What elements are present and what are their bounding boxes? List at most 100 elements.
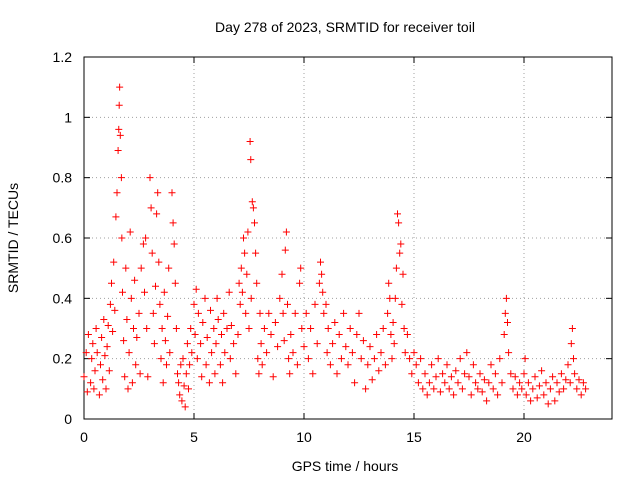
data-point (428, 361, 436, 369)
data-point (101, 352, 109, 360)
data-point (357, 355, 365, 363)
data-point (505, 349, 513, 357)
data-point (92, 325, 100, 332)
data-point (197, 340, 205, 348)
data-point (159, 379, 167, 387)
data-point (108, 279, 115, 287)
data-point (161, 337, 169, 345)
data-point (329, 340, 337, 348)
y-tick-label: 0 (64, 411, 72, 427)
data-point (182, 370, 190, 378)
data-point (309, 370, 317, 378)
data-point (384, 309, 392, 317)
data-point (522, 391, 530, 399)
data-point (110, 258, 118, 266)
data-point (476, 370, 484, 378)
data-point (533, 394, 541, 402)
data-point (137, 264, 145, 272)
data-point (575, 376, 583, 384)
data-point (281, 246, 289, 254)
data-point (267, 331, 275, 339)
data-point (502, 294, 510, 302)
data-point (232, 370, 240, 378)
data-point (160, 288, 168, 296)
data-point (238, 288, 246, 296)
grid-lines (84, 57, 612, 419)
data-point (219, 379, 227, 387)
data-point (83, 388, 91, 396)
data-point (494, 391, 502, 399)
data-point (392, 264, 400, 272)
data-point (127, 294, 135, 302)
x-tick-label: 10 (296, 429, 312, 445)
data-point (279, 309, 287, 317)
data-point (441, 379, 449, 387)
data-point (394, 210, 401, 218)
data-point (285, 355, 293, 363)
data-point (113, 189, 121, 197)
data-point (117, 174, 125, 182)
data-point (172, 325, 180, 332)
data-point (98, 334, 106, 342)
data-point (474, 385, 482, 393)
data-point (221, 349, 229, 357)
data-point (527, 397, 535, 405)
data-point (414, 379, 422, 387)
data-point (452, 367, 460, 375)
data-point (212, 340, 220, 348)
data-point (191, 331, 199, 339)
data-point (487, 361, 495, 369)
data-point (223, 325, 231, 332)
data-point (403, 331, 411, 339)
data-point (247, 156, 255, 164)
y-axis-label: SRMTID / TECUs (5, 183, 21, 293)
data-point (398, 300, 406, 308)
data-point (320, 309, 328, 317)
data-point (434, 355, 442, 363)
data-point (282, 228, 290, 236)
data-point (385, 279, 393, 287)
data-point (115, 125, 123, 133)
data-point (362, 385, 370, 393)
data-point (246, 137, 254, 145)
data-point (425, 379, 433, 387)
data-point (577, 391, 585, 399)
data-point (174, 370, 181, 378)
data-point (480, 376, 488, 384)
data-point (571, 370, 579, 378)
x-axis-label: GPS time / hours (292, 458, 399, 474)
data-point (169, 219, 177, 227)
data-point (202, 361, 210, 369)
data-point (183, 340, 191, 348)
data-point (443, 361, 451, 369)
data-point (518, 385, 526, 393)
data-point (351, 379, 359, 387)
chart-title: Day 278 of 2023, SRMTID for receiver toi… (215, 19, 475, 35)
data-point (346, 325, 354, 332)
data-point (485, 379, 493, 387)
data-point (105, 367, 113, 375)
data-point (489, 385, 497, 393)
data-point (529, 385, 537, 393)
data-point (496, 355, 504, 363)
data-point (417, 355, 425, 363)
data-point (436, 388, 444, 396)
data-point (566, 379, 574, 387)
data-point (128, 379, 136, 387)
data-point (190, 300, 198, 308)
data-point (562, 376, 570, 384)
data-point (391, 294, 399, 302)
data-point (331, 318, 339, 326)
data-point (458, 385, 466, 393)
data-point (342, 343, 350, 351)
data-point (210, 325, 218, 332)
data-point (114, 147, 122, 155)
data-point (491, 370, 499, 378)
data-point (119, 288, 126, 296)
data-point (249, 204, 257, 212)
data-point (131, 276, 139, 284)
data-point (568, 325, 576, 332)
data-point (269, 373, 277, 381)
data-point (135, 309, 143, 317)
data-point (315, 279, 323, 287)
